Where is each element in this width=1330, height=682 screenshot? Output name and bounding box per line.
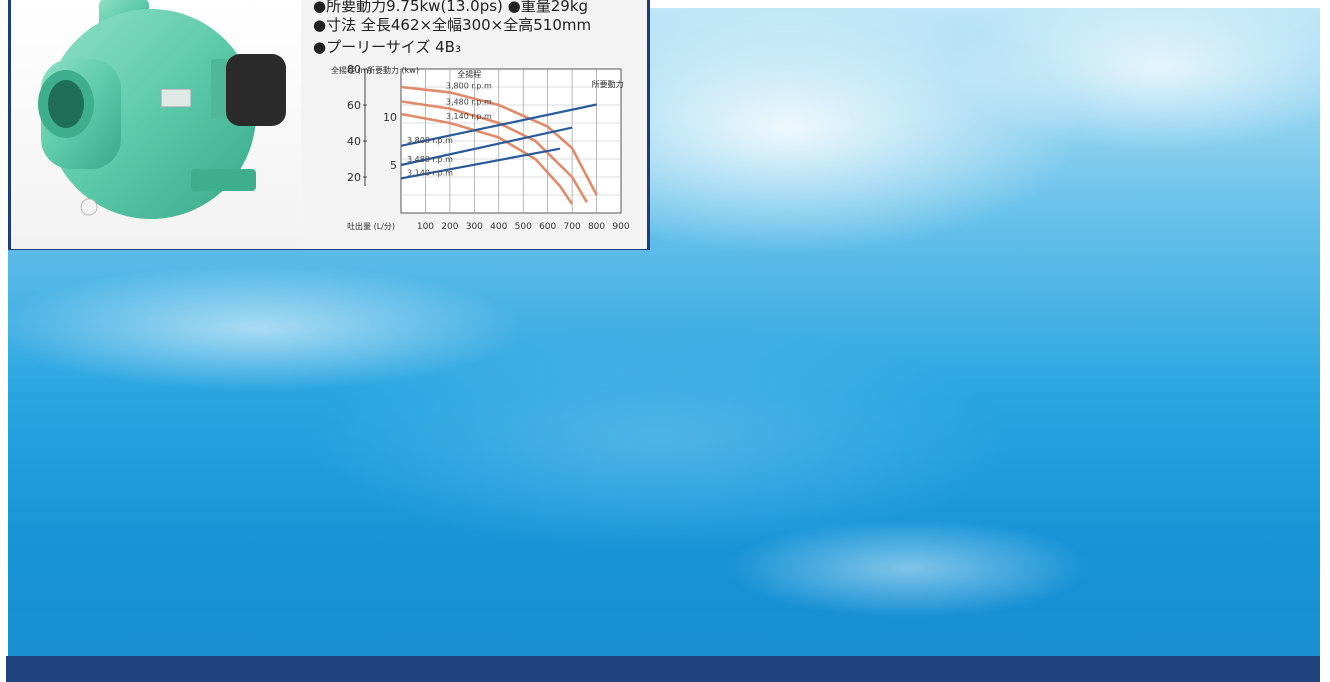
head-curve — [400, 112, 574, 205]
power-series-label: 3,140 r.p.m — [407, 168, 453, 177]
head-tick-label: 60 — [347, 99, 361, 112]
power-series-label: 3,480 r.p.m — [407, 155, 453, 164]
head-axis-label: 全揚程 (m) — [331, 65, 372, 75]
x-tick-label: 500 — [515, 222, 532, 232]
head-curve — [400, 85, 598, 196]
head-series-label: 3,140 r.p.m — [446, 112, 492, 121]
x-tick-label: 300 — [466, 222, 483, 232]
chart-plot: 100 200 300 400 500 600 700 800 900 吐出量 (L/分) 80 60… — [331, 63, 630, 232]
x-tick-label: 400 — [490, 222, 507, 232]
head-series-label: 3,800 r.p.m — [446, 81, 492, 90]
spec-pulley-size: ●プーリーサイズ 4B₃ — [313, 38, 461, 56]
head-tick-label: 20 — [347, 171, 361, 184]
x-tick-label: 700 — [564, 222, 581, 232]
x-tick-label: 600 — [539, 222, 556, 232]
x-tick-label: 100 — [417, 222, 434, 232]
x-tick-label: 800 — [588, 222, 605, 232]
power-axis-label: 所要動力 (kw) — [367, 65, 419, 75]
power-curve — [400, 126, 573, 167]
head-tick-label: 40 — [347, 135, 361, 148]
power-tick-label: 10 — [383, 111, 397, 124]
spec-panel: ●所要動力9.75kw(13.0ps) ●重量29kg ●寸法 全長462×全幅… — [301, 0, 647, 249]
x-tick-label: 200 — [441, 222, 458, 232]
power-curve-annotation: 所要動力 — [592, 79, 624, 89]
head-curve — [400, 100, 588, 203]
power-tick-label: 5 — [390, 159, 397, 172]
power-series-label: 3,800 r.p.m — [407, 136, 453, 145]
power-curve — [400, 103, 597, 147]
product-spec-card: ●所要動力9.75kw(13.0ps) ●重量29kg ●寸法 全長462×全幅… — [8, 0, 650, 250]
power-curve — [400, 147, 561, 180]
performance-chart: 100 200 300 400 500 600 700 800 900 吐出量 (L/分) 80 60… — [331, 63, 630, 232]
footer-bar — [6, 656, 1320, 682]
pump-photo — [11, 0, 301, 249]
pump-illustration — [38, 0, 286, 219]
head-tick-label: 80 — [347, 63, 361, 76]
head-curve-annotation: 全揚程 — [457, 69, 481, 79]
x-tick-label: 900 — [612, 222, 629, 232]
spec-dimensions: ●寸法 全長462×全幅300×全高510mm — [313, 16, 592, 34]
head-series-label: 3,480 r.p.m — [446, 98, 492, 107]
spec-power-weight: ●所要動力9.75kw(13.0ps) ●重量29kg — [313, 0, 589, 15]
x-axis-label: 吐出量 (L/分) — [347, 221, 395, 231]
